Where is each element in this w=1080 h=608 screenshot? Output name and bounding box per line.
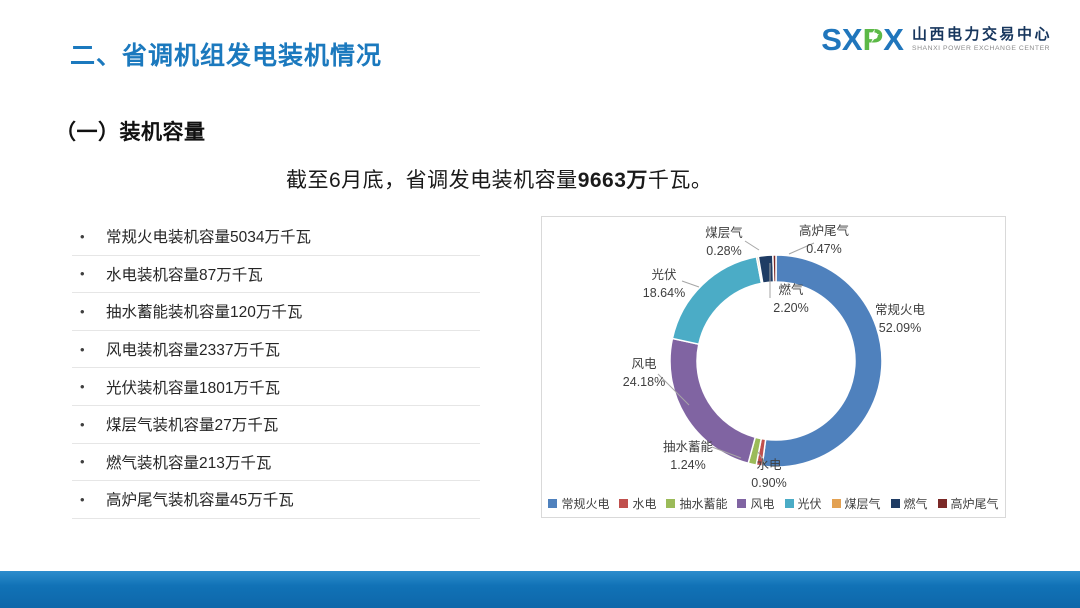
- list-item-label: 抽水蓄能装机容量120万千瓦: [106, 304, 303, 322]
- slice-label-name: 燃气: [778, 282, 804, 297]
- list-item-3: • 风电装机容量2337万千瓦: [72, 331, 480, 369]
- donut-chart: 常规火电 52.09% 水电 0.90% 抽水蓄能 1.24% 风电 24.18% 光伏 18.6…: [623, 223, 926, 489]
- chart-slice-常规火电: [761, 254, 883, 468]
- legend-swatch: [831, 498, 841, 508]
- leader-line-光伏: [681, 280, 700, 288]
- slice-label-name: 高炉尾气: [799, 223, 850, 238]
- lead-prefix: 截至6月底，省调发电装机容量: [286, 169, 578, 192]
- lead-highlight: 9663万: [577, 169, 648, 192]
- logo-wordmark: SXPX: [821, 24, 904, 55]
- leader-line-煤层气: [744, 240, 760, 251]
- slice-label-name: 抽水蓄能: [663, 440, 714, 454]
- legend-item-高炉尾气: 高炉尾气: [937, 495, 999, 512]
- page-title: 二、省调机组发电装机情况: [70, 42, 383, 70]
- logo-en-name: SHANXI POWER EXCHANGE CENTER: [911, 45, 1051, 53]
- chart-panel: 常规火电 52.09% 水电 0.90% 抽水蓄能 1.24% 风电 24.18% 光伏 18.6…: [541, 216, 1006, 518]
- leader-line-高炉尾气: [788, 242, 815, 255]
- slice-label-name: 水电: [756, 458, 782, 472]
- legend-label: 煤层气: [844, 496, 881, 511]
- legend-item-常规火电: 常规火电: [548, 495, 609, 512]
- chart-slice-高炉尾气: [772, 254, 777, 283]
- legend-label: 高炉尾气: [950, 496, 999, 511]
- legend-item-抽水蓄能: 抽水蓄能: [666, 495, 727, 512]
- slice-label-pct: 0.28%: [706, 244, 741, 258]
- logo-letters-pre: SX: [821, 22, 863, 57]
- leader-line-抽水蓄能: [711, 446, 742, 459]
- logo-letters-post: X: [883, 22, 904, 57]
- slice-label-pct: 18.64%: [643, 286, 685, 300]
- legend-item-水电: 水电: [619, 495, 656, 512]
- bullet-dot: •: [80, 416, 85, 432]
- chart-legend: 常规火电 水电 抽水蓄能 风电 光伏 煤层气 燃气 高炉尾气: [542, 489, 1005, 517]
- chart-slice-光伏: [671, 255, 763, 346]
- legend-swatch: [548, 498, 558, 508]
- legend-swatch: [666, 498, 676, 508]
- legend-item-光伏: 光伏: [784, 495, 822, 512]
- slice-label-name: 常规火电: [875, 302, 926, 317]
- list-item-1: • 水电装机容量87万千瓦: [72, 256, 480, 294]
- slice-label-name: 煤层气: [705, 225, 743, 240]
- bullet-dot: •: [80, 454, 85, 470]
- legend-label: 风电: [750, 496, 775, 511]
- legend-label: 水电: [632, 496, 657, 511]
- section-heading: （一）装机容量: [55, 121, 206, 144]
- leader-line-风电: [657, 373, 690, 406]
- bullet-dot: •: [80, 266, 85, 282]
- lead-sentence: 截至6月底，省调发电装机容量9663万千瓦。: [286, 164, 712, 194]
- bullet-dot: •: [80, 303, 85, 319]
- slice-label-pct: 0.47%: [806, 242, 841, 256]
- bullet-dot: •: [80, 341, 85, 357]
- bullet-dot: •: [80, 491, 85, 507]
- slice-label-pct: 1.24%: [670, 458, 705, 472]
- list-item-label: 风电装机容量2337万千瓦: [106, 342, 280, 360]
- lead-suffix: 千瓦。: [647, 169, 713, 192]
- legend-item-风电: 风电: [737, 495, 775, 512]
- footer-bar: [0, 571, 1080, 608]
- list-item-label: 常规火电装机容量5034万千瓦: [106, 229, 311, 247]
- slice-label-pct: 52.09%: [879, 321, 921, 335]
- legend-swatch: [737, 498, 747, 508]
- legend-swatch: [890, 498, 900, 508]
- logo-text: 山西电力交易中心 SHANXI POWER EXCHANGE CENTER: [912, 26, 1052, 53]
- slice-label-name: 光伏: [651, 268, 677, 282]
- slice-label-pct: 24.18%: [623, 375, 665, 389]
- legend-label: 常规火电: [561, 496, 610, 511]
- legend-label: 抽水蓄能: [679, 496, 728, 511]
- legend-label: 光伏: [797, 496, 822, 511]
- logo-letter-p: P: [863, 22, 884, 57]
- slice-label-pct: 0.90%: [751, 476, 786, 489]
- list-item-label: 光伏装机容量1801万千瓦: [106, 379, 280, 397]
- list-item-label: 水电装机容量87万千瓦: [106, 266, 263, 284]
- bullet-dot: •: [80, 379, 85, 395]
- sxpx-logo: SXPX 山西电力交易中心 SHANXI POWER EXCHANGE CENT…: [821, 24, 1052, 55]
- list-item-5: • 煤层气装机容量27万千瓦: [72, 406, 480, 444]
- leader-line-水电: [757, 451, 766, 464]
- legend-item-燃气: 燃气: [890, 495, 928, 512]
- bullet-dot: •: [80, 228, 85, 244]
- slice-label-name: 风电: [631, 357, 657, 371]
- legend-swatch: [937, 498, 947, 508]
- list-item-label: 燃气装机容量213万千瓦: [106, 454, 272, 472]
- legend-swatch: [619, 498, 629, 508]
- list-item-label: 高炉尾气装机容量45万千瓦: [106, 492, 294, 510]
- logo-cn-name: 山西电力交易中心: [911, 25, 1052, 43]
- list-item-label: 煤层气装机容量27万千瓦: [106, 417, 279, 435]
- legend-swatch: [784, 498, 794, 508]
- slice-label-pct: 2.20%: [773, 301, 808, 315]
- list-item-6: • 燃气装机容量213万千瓦: [72, 444, 480, 482]
- lightning-icon: [868, 29, 879, 43]
- capacity-list: • 常规火电装机容量5034万千瓦 • 水电装机容量87万千瓦 • 抽水蓄能装机容量120…: [72, 218, 480, 519]
- legend-item-煤层气: 煤层气: [831, 495, 881, 512]
- list-item-7: • 高炉尾气装机容量45万千瓦: [72, 481, 480, 519]
- legend-label: 燃气: [903, 496, 928, 511]
- list-item-4: • 光伏装机容量1801万千瓦: [72, 368, 480, 406]
- list-item-0: • 常规火电装机容量5034万千瓦: [72, 218, 480, 256]
- list-item-2: • 抽水蓄能装机容量120万千瓦: [72, 293, 480, 331]
